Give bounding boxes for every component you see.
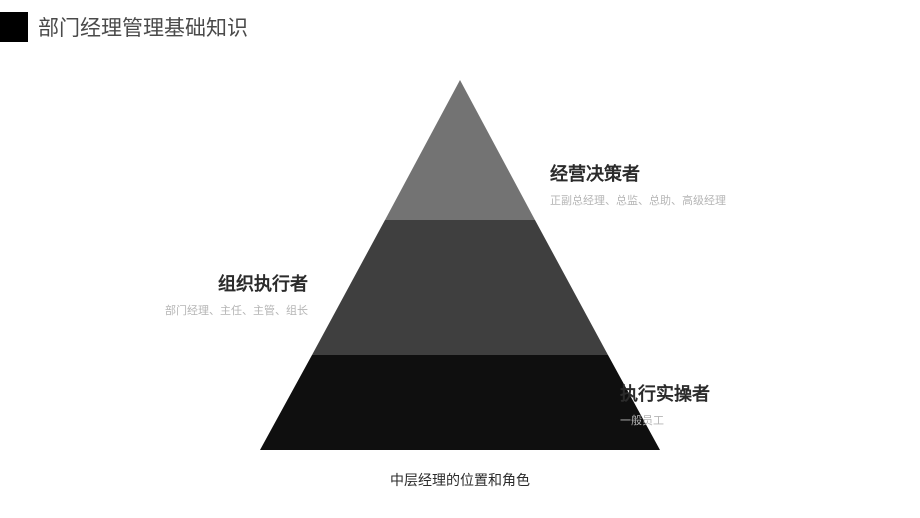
label-title: 经营决策者 <box>550 160 810 186</box>
label-subtitle: 部门经理、主任、主管、组长 <box>108 302 308 318</box>
pyramid-svg <box>260 80 660 450</box>
label-bottom-tier: 执行实操者 一般员工 <box>620 380 820 428</box>
slide-title: 部门经理管理基础知识 <box>38 12 248 42</box>
slide-header: 部门经理管理基础知识 <box>0 0 920 42</box>
header-accent-bar <box>0 12 28 42</box>
pyramid-diagram <box>260 80 660 450</box>
pyramid-layer-top <box>385 80 535 220</box>
pyramid-layer-middle <box>312 220 608 355</box>
label-title: 执行实操者 <box>620 380 820 406</box>
label-top-tier: 经营决策者 正副总经理、总监、总助、高级经理 <box>550 160 810 208</box>
pyramid-layer-bottom <box>260 355 660 450</box>
label-middle-tier: 组织执行者 部门经理、主任、主管、组长 <box>108 270 308 318</box>
label-subtitle: 正副总经理、总监、总助、高级经理 <box>550 192 810 208</box>
label-title: 组织执行者 <box>108 270 308 296</box>
pyramid-caption: 中层经理的位置和角色 <box>0 470 920 490</box>
label-subtitle: 一般员工 <box>620 412 820 428</box>
